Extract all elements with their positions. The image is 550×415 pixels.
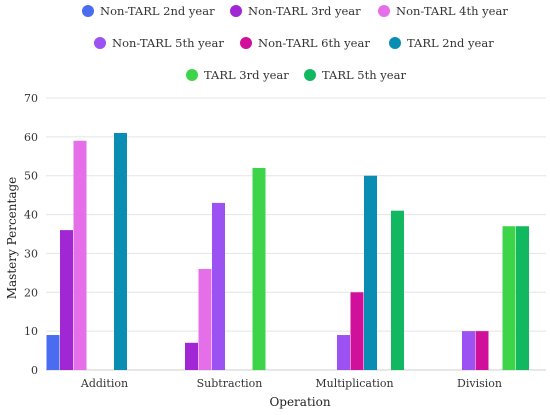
legend-label: TARL 2nd year	[407, 36, 494, 50]
y-tick-label: 0	[31, 364, 38, 377]
y-tick-label: 30	[24, 247, 38, 260]
bar	[198, 268, 212, 370]
bar	[475, 331, 489, 370]
x-tick-label: Addition	[80, 377, 128, 390]
x-tick-label: Division	[457, 377, 502, 390]
bar	[114, 132, 127, 370]
legend-swatch	[240, 37, 252, 49]
gridlines	[46, 97, 546, 371]
bar	[46, 335, 60, 370]
y-tick-label: 50	[24, 170, 38, 183]
bar	[462, 331, 475, 370]
bar	[502, 226, 516, 370]
legend-label: Non-TARL 2nd year	[100, 4, 215, 18]
legend-swatch	[230, 5, 242, 17]
legend-label: TARL 5th year	[322, 68, 406, 82]
bar	[212, 202, 225, 370]
x-tick-label: Subtraction	[197, 377, 263, 390]
x-tick-label: Multiplication	[315, 377, 393, 390]
legend-label: Non-TARL 3rd year	[248, 4, 361, 18]
legend-label: Non-TARL 6th year	[258, 36, 370, 50]
bar	[73, 140, 87, 370]
bar	[185, 342, 198, 370]
legend-swatch	[94, 37, 106, 49]
legend-swatch	[304, 69, 316, 81]
y-tick-label: 40	[24, 209, 38, 222]
bar	[364, 175, 377, 370]
bars	[46, 132, 529, 370]
legend: Non-TARL 2nd year Non-TARL 3rd year Non-TA…	[82, 4, 508, 82]
bar	[337, 335, 350, 370]
bar	[60, 230, 73, 370]
y-axis-title: Mastery Percentage	[5, 177, 19, 300]
bar	[516, 226, 529, 370]
y-axis-ticks: 0 10 20 30 40 50 60 70	[24, 92, 38, 377]
legend-label: Non-TARL 4th year	[396, 4, 508, 18]
legend-swatch	[378, 5, 390, 17]
bar	[391, 210, 404, 370]
x-axis-title: Operation	[269, 395, 330, 409]
y-tick-label: 10	[24, 325, 38, 338]
legend-swatch	[389, 37, 401, 49]
y-tick-label: 60	[24, 131, 38, 144]
legend-label: TARL 3rd year	[204, 68, 289, 82]
legend-swatch	[186, 69, 198, 81]
legend-label: Non-TARL 5th year	[112, 36, 224, 50]
y-tick-label: 20	[24, 286, 38, 299]
y-tick-label: 70	[24, 92, 38, 105]
legend-swatch	[82, 5, 94, 17]
bar	[252, 167, 266, 370]
x-axis-ticks: Addition Subtraction Multiplication Divisio…	[80, 377, 502, 390]
bar	[350, 292, 364, 370]
